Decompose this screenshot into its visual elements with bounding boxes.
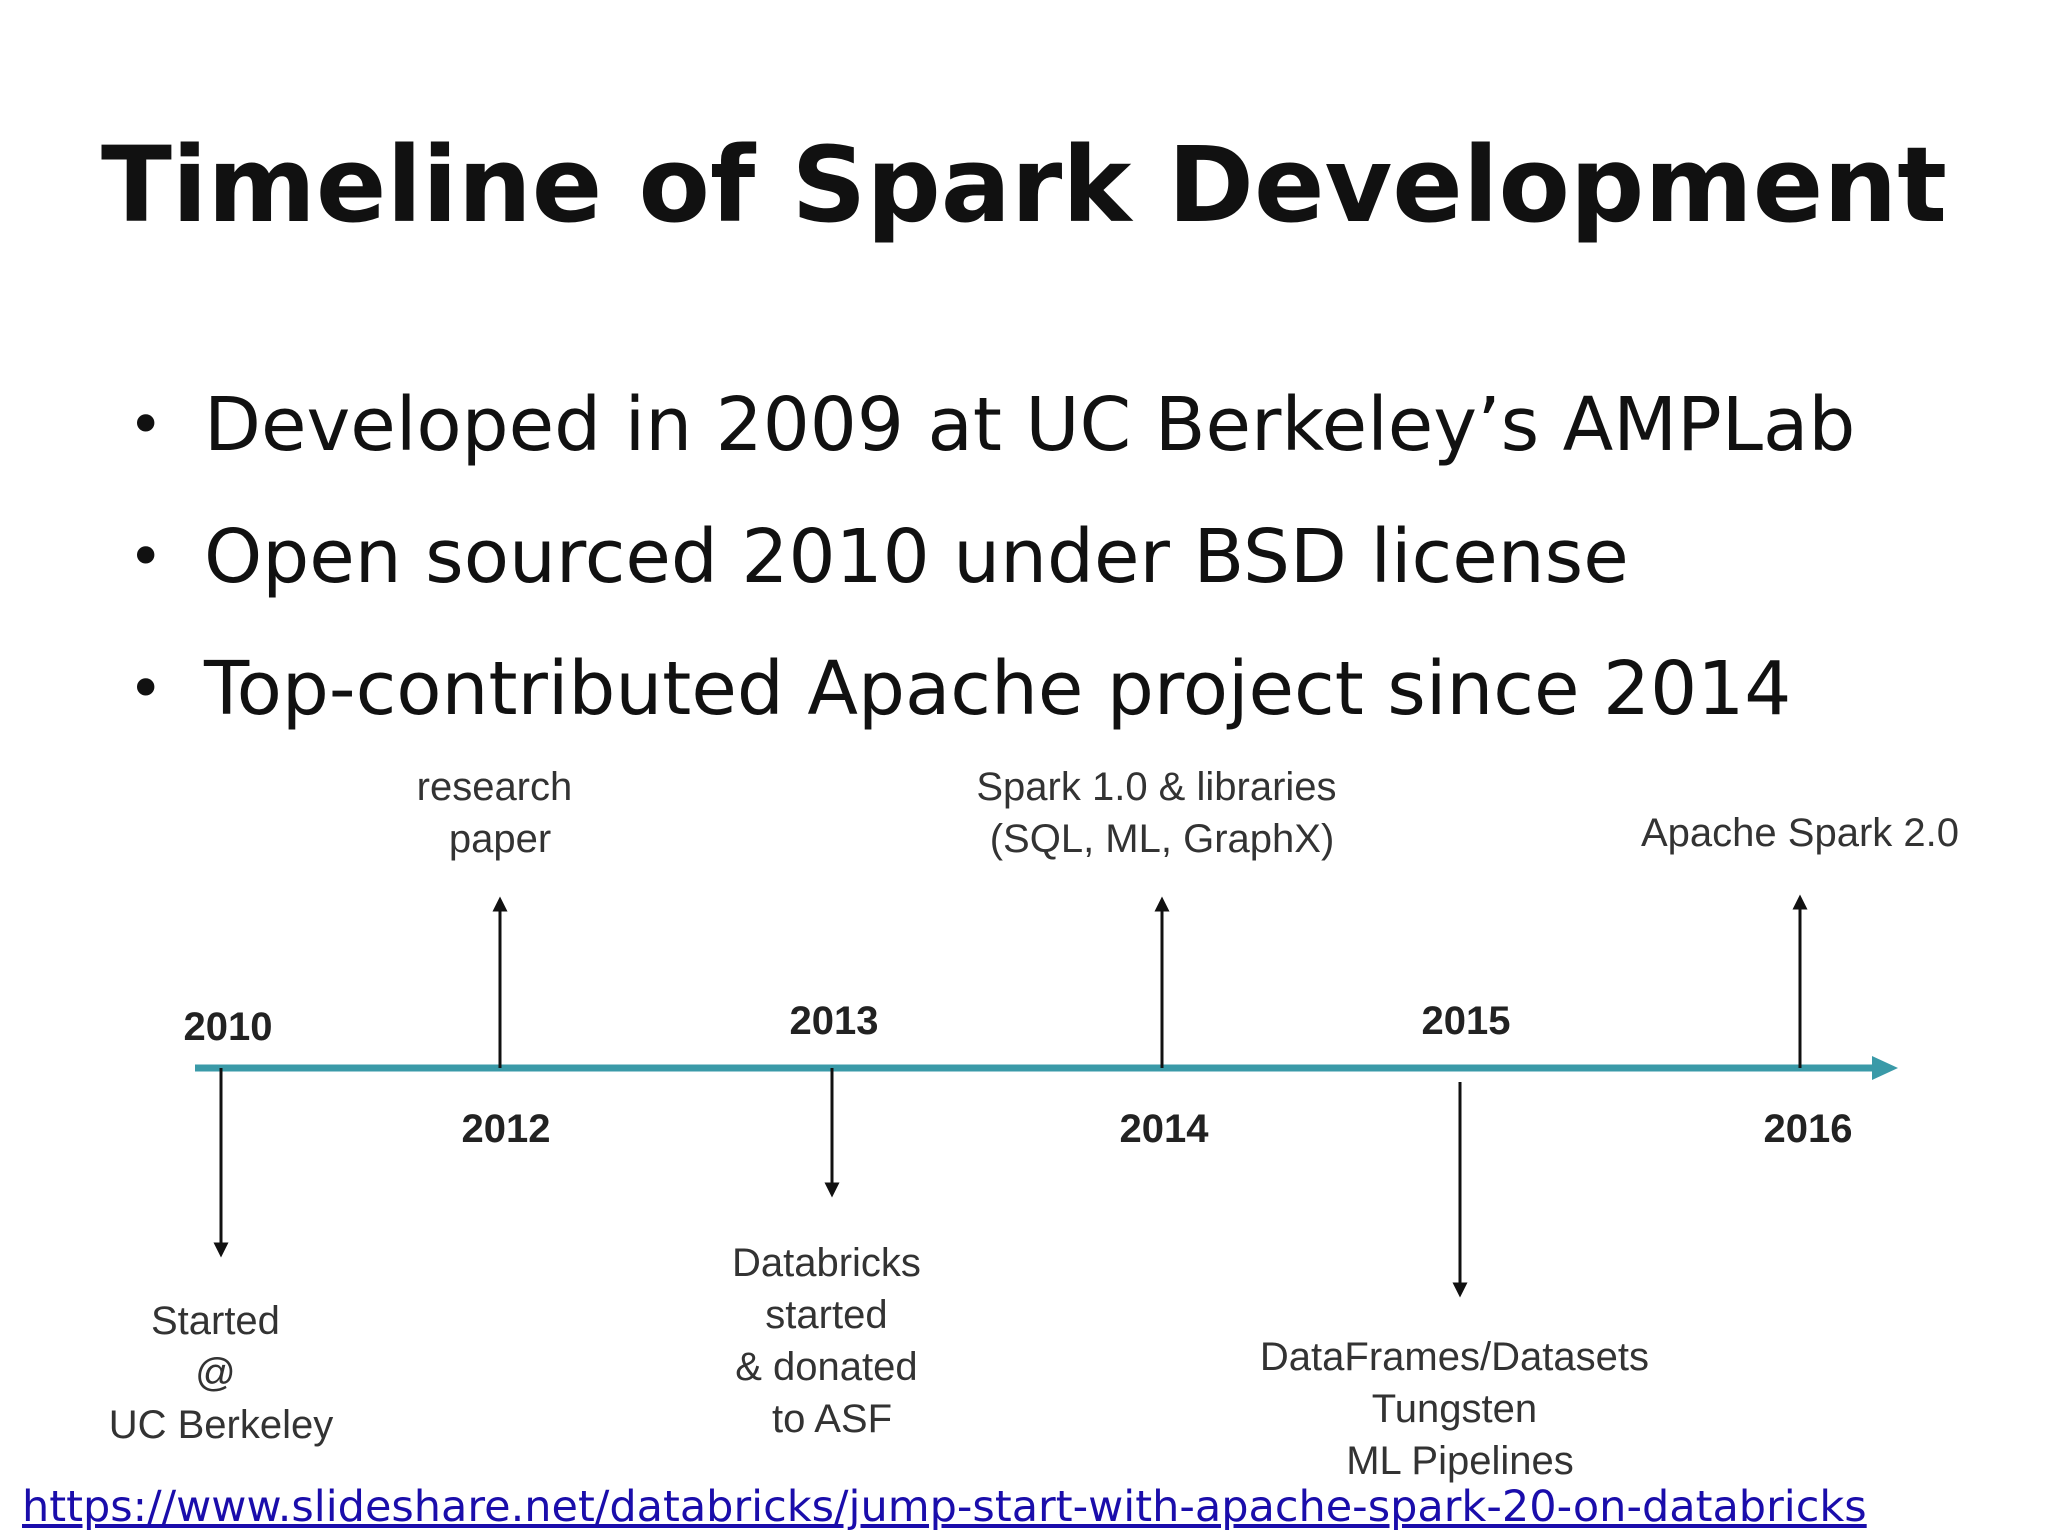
event-line: Spark 1.0 & libraries	[976, 765, 1336, 809]
event-dataframes: DataFrames/Datasets Tungsten ML Pipeline…	[1260, 1335, 1660, 1483]
event-line: research	[417, 765, 573, 809]
event-line: (SQL, ML, GraphX)	[990, 817, 1335, 861]
event-line: Tungsten	[1372, 1387, 1537, 1431]
bullet-symbol: •	[128, 654, 164, 724]
event-spark-2-0: Apache Spark 2.0	[1641, 811, 1959, 855]
event-line: to ASF	[772, 1397, 892, 1441]
bullet-text: Open sourced 2010 under BSD license	[204, 514, 1629, 600]
year-label-2014: 2014	[1120, 1107, 1210, 1151]
event-spark-1-0: Spark 1.0 & libraries (SQL, ML, GraphX)	[976, 765, 1347, 861]
bullet-item: • Developed in 2009 at UC Berkeley’s AMPL…	[120, 370, 1855, 502]
bullet-text: Developed in 2009 at UC Berkeley’s AMPLa…	[204, 382, 1856, 468]
event-line: started	[765, 1293, 887, 1337]
event-line: @	[195, 1351, 236, 1395]
event-started-uc-berkeley: Started @ UC Berkeley	[109, 1299, 334, 1447]
bullet-text: Top-contributed Apache project since 201…	[204, 646, 1792, 732]
bullet-symbol: •	[128, 390, 164, 460]
bullet-item: • Top-contributed Apache project since 20…	[120, 634, 1855, 766]
event-line: UC Berkeley	[109, 1403, 334, 1447]
event-line: ML Pipelines	[1346, 1439, 1574, 1483]
bullet-item: • Open sourced 2010 under BSD license	[120, 502, 1855, 634]
year-label-2015: 2015	[1422, 999, 1511, 1043]
event-line: Started	[151, 1299, 280, 1343]
event-line: paper	[449, 817, 551, 861]
source-link[interactable]: https://www.slideshare.net/databricks/ju…	[22, 1482, 1867, 1532]
year-label-2016: 2016	[1764, 1107, 1853, 1151]
slide-title: Timeline of Spark Development	[100, 124, 1948, 246]
event-research-paper: research paper	[417, 765, 584, 861]
event-line: Apache Spark 2.0	[1641, 811, 1959, 855]
timeline-axis-arrowhead	[1872, 1056, 1898, 1080]
event-line: Databricks	[732, 1241, 921, 1285]
bullet-symbol: •	[128, 522, 164, 592]
year-label-2010: 2010	[184, 1005, 273, 1049]
bullet-list: • Developed in 2009 at UC Berkeley’s AMPL…	[120, 370, 1855, 766]
year-label-2012: 2012	[462, 1107, 551, 1151]
event-line: & donated	[735, 1345, 917, 1389]
event-databricks-started: Databricks started & donated to ASF	[732, 1241, 932, 1441]
event-line: DataFrames/Datasets	[1260, 1335, 1649, 1379]
year-label-2013: 2013	[790, 999, 879, 1043]
